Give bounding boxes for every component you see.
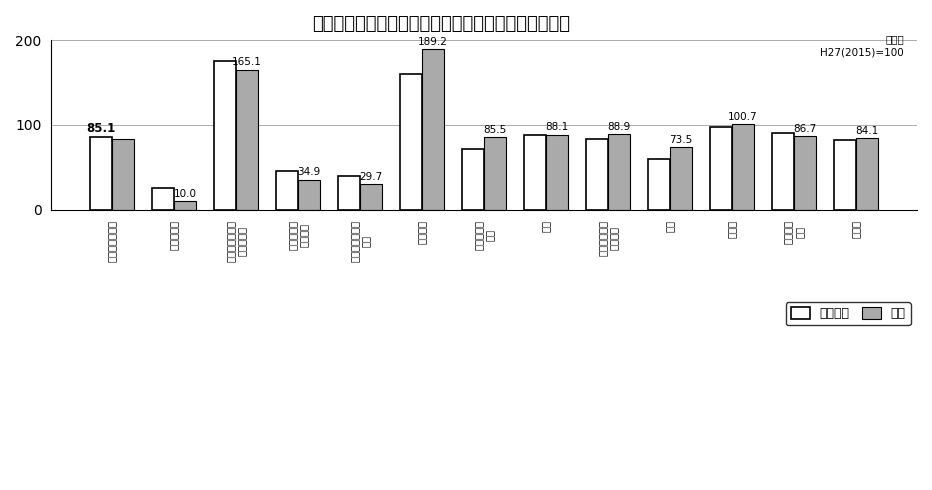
Bar xyxy=(422,49,444,210)
Bar xyxy=(153,189,174,210)
Legend: 前年同月, 当月: 前年同月, 当月 xyxy=(786,302,911,325)
Bar xyxy=(856,138,878,210)
Bar xyxy=(462,148,484,210)
Bar xyxy=(236,70,258,210)
Text: 88.9: 88.9 xyxy=(608,122,630,132)
Bar xyxy=(360,184,382,210)
Bar xyxy=(484,137,506,210)
Bar xyxy=(608,134,630,210)
Bar xyxy=(525,135,546,210)
Text: 29.7: 29.7 xyxy=(360,172,382,182)
Text: 73.5: 73.5 xyxy=(669,135,692,145)
Text: 189.2: 189.2 xyxy=(418,37,448,47)
Bar xyxy=(586,139,608,210)
Text: 84.1: 84.1 xyxy=(856,126,879,136)
Bar xyxy=(214,61,236,210)
Bar xyxy=(710,127,732,210)
Bar xyxy=(732,124,754,210)
Bar xyxy=(298,180,320,210)
Bar xyxy=(338,176,360,210)
Text: 165.1: 165.1 xyxy=(232,57,262,67)
Text: 85.1: 85.1 xyxy=(87,122,116,135)
Bar xyxy=(90,138,112,210)
Bar xyxy=(834,140,856,210)
Bar xyxy=(773,133,794,210)
Text: 88.1: 88.1 xyxy=(545,122,569,132)
Text: 86.7: 86.7 xyxy=(793,123,816,134)
Text: 85.5: 85.5 xyxy=(484,124,506,135)
Text: 10.0: 10.0 xyxy=(173,189,197,198)
Title: 業種別の生産指数（原指数）の当月と前年同月の比較: 業種別の生産指数（原指数）の当月と前年同月の比較 xyxy=(311,15,569,33)
Bar xyxy=(649,159,670,210)
Bar xyxy=(794,136,816,210)
Bar xyxy=(401,74,422,210)
Bar xyxy=(112,139,134,210)
Bar xyxy=(546,135,568,210)
Bar xyxy=(174,201,196,210)
Bar xyxy=(277,172,298,210)
Text: 34.9: 34.9 xyxy=(297,168,321,177)
Text: 100.7: 100.7 xyxy=(728,112,758,122)
Text: 原指数
H27(2015)=100: 原指数 H27(2015)=100 xyxy=(820,34,904,57)
Bar xyxy=(670,147,692,210)
